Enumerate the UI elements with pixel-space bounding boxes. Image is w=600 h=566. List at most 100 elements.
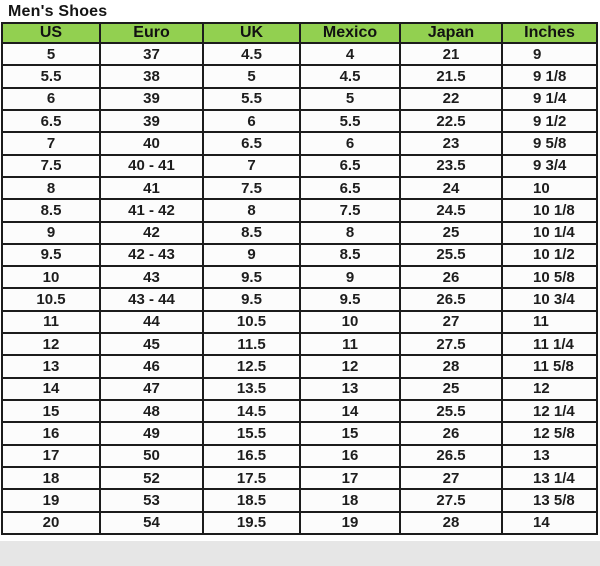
table-cell: 25 — [399, 220, 503, 245]
table-cell: 25.5 — [399, 398, 503, 424]
table-cell: 5 — [1, 41, 101, 67]
table-cell: 39 — [99, 108, 204, 134]
table-cell: 48 — [99, 398, 204, 424]
table-cell: 13.5 — [202, 376, 301, 402]
table-cell: 13 — [299, 376, 401, 402]
table-cell: 10 1/4 — [501, 220, 598, 245]
table-row: 5.5 38 5 4.5 21.5 9 1/8 — [1, 64, 598, 89]
table-cell: 27 — [399, 309, 503, 335]
table-cell: 9 3/4 — [501, 153, 598, 178]
table-cell: 23 — [399, 131, 503, 156]
table-cell: 14 — [299, 398, 401, 424]
table-cell: 26 — [399, 265, 503, 290]
table-cell: 12 — [501, 376, 598, 402]
table-cell: 12.5 — [202, 354, 301, 379]
table-cell: 5 — [299, 86, 401, 111]
table-cell: 4.5 — [202, 41, 301, 67]
table-cell: 10 1/8 — [501, 198, 598, 223]
table-cell: 8 — [1, 175, 101, 201]
table-cell: 6 — [202, 108, 301, 134]
table-cell: 9 5/8 — [501, 131, 598, 156]
table-cell: 6.5 — [299, 153, 401, 178]
table-cell: 9.5 — [299, 287, 401, 312]
table-cell: 11 — [1, 309, 101, 335]
table-cell: 39 — [99, 86, 204, 111]
table-row: 7 40 6.5 6 23 9 5/8 — [1, 131, 598, 156]
table-cell: 40 — [99, 131, 204, 156]
table-cell: 46 — [99, 354, 204, 379]
table-cell: 15.5 — [202, 421, 301, 446]
table-cell: 24.5 — [399, 198, 503, 223]
table-cell: 10 — [299, 309, 401, 335]
table-row: 20 54 19.5 19 28 14 — [1, 510, 598, 536]
table-cell: 7.5 — [1, 153, 101, 178]
table-row: 9.5 42 - 43 9 8.5 25.5 10 1/2 — [1, 242, 598, 268]
table-cell: 45 — [99, 332, 204, 357]
table-cell: 43 — [99, 265, 204, 290]
table-cell: 42 — [99, 220, 204, 245]
table-row: 16 49 15.5 15 26 12 5/8 — [1, 421, 598, 446]
page-title: Men's Shoes — [8, 3, 108, 20]
table-cell: 9 — [202, 242, 301, 268]
table-cell: 5.5 — [299, 108, 401, 134]
table-cell: 54 — [99, 510, 204, 536]
table-cell: 41 — [99, 175, 204, 201]
table-row: 9 42 8.5 8 25 10 1/4 — [1, 220, 598, 245]
table-cell: 49 — [99, 421, 204, 446]
table-cell: 16 — [1, 421, 101, 446]
table-row: 8.5 41 - 42 8 7.5 24.5 10 1/8 — [1, 198, 598, 223]
table-cell: 26.5 — [399, 287, 503, 312]
table-cell: 41 - 42 — [99, 198, 204, 223]
table-cell: 10.5 — [1, 287, 101, 312]
page-background-band — [0, 541, 600, 566]
table-cell: 9 1/8 — [501, 64, 598, 89]
table-row: 19 53 18.5 18 27.5 13 5/8 — [1, 488, 598, 513]
table-cell: 5 — [202, 64, 301, 89]
table-cell: 13 — [501, 443, 598, 468]
table-cell: 8.5 — [299, 242, 401, 268]
table-cell: 9.5 — [202, 287, 301, 312]
table-cell: 28 — [399, 510, 503, 536]
header-cell-uk: UK — [202, 22, 301, 44]
table-row: 6.5 39 6 5.5 22.5 9 1/2 — [1, 108, 598, 134]
table-cell: 6.5 — [299, 175, 401, 201]
table-cell: 12 — [299, 354, 401, 379]
table-row: 15 48 14.5 14 25.5 12 1/4 — [1, 398, 598, 424]
table-cell: 38 — [99, 64, 204, 89]
table-cell: 19.5 — [202, 510, 301, 536]
table-cell: 42 - 43 — [99, 242, 204, 268]
table-cell: 4.5 — [299, 64, 401, 89]
table-cell: 26 — [399, 421, 503, 446]
table-cell: 8.5 — [1, 198, 101, 223]
table-cell: 25 — [399, 376, 503, 402]
table-cell: 8.5 — [202, 220, 301, 245]
table-cell: 11 1/4 — [501, 332, 598, 357]
table-cell: 16 — [299, 443, 401, 468]
table-cell: 8 — [202, 198, 301, 223]
table-cell: 13 1/4 — [501, 465, 598, 491]
table-row: 8 41 7.5 6.5 24 10 — [1, 175, 598, 201]
table-cell: 5.5 — [1, 64, 101, 89]
table-cell: 9 — [1, 220, 101, 245]
shoe-size-conversion-table: US Euro UK Mexico Japan Inches 5 37 4.5 4 21… — [1, 22, 598, 536]
table-cell: 20 — [1, 510, 101, 536]
table-cell: 22.5 — [399, 108, 503, 134]
table-cell: 43 - 44 — [99, 287, 204, 312]
table-cell: 7 — [202, 153, 301, 178]
table-cell: 17.5 — [202, 465, 301, 491]
table-cell: 13 5/8 — [501, 488, 598, 513]
table-cell: 14 — [1, 376, 101, 402]
table-cell: 11.5 — [202, 332, 301, 357]
table-cell: 11 5/8 — [501, 354, 598, 379]
table-cell: 4 — [299, 41, 401, 67]
table-cell: 7.5 — [202, 175, 301, 201]
table-row: 10.5 43 - 44 9.5 9.5 26.5 10 3/4 — [1, 287, 598, 312]
table-cell: 6 — [1, 86, 101, 111]
table-cell: 37 — [99, 41, 204, 67]
table-row: 12 45 11.5 11 27.5 11 1/4 — [1, 332, 598, 357]
table-cell: 23.5 — [399, 153, 503, 178]
table-cell: 9 — [501, 41, 598, 67]
table-cell: 7 — [1, 131, 101, 156]
table-cell: 28 — [399, 354, 503, 379]
